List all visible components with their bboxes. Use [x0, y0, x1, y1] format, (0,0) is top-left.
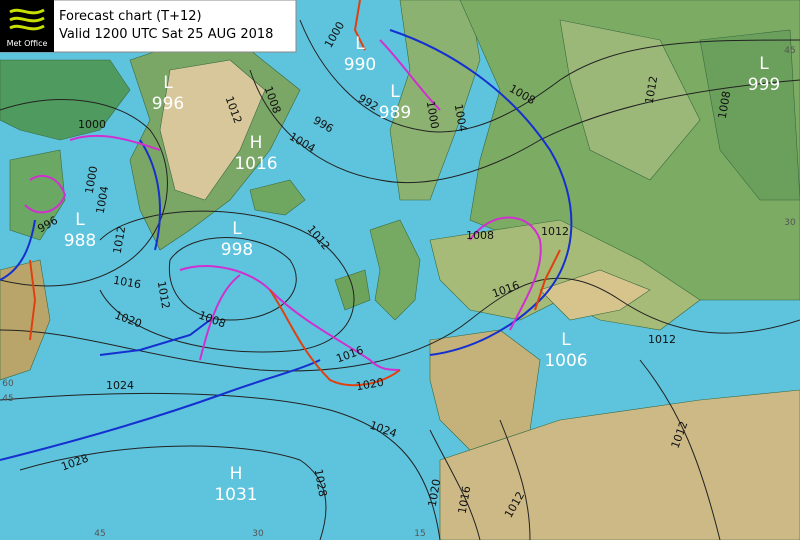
center-pressure: 998 — [221, 240, 253, 260]
isobar-label: 1016 — [456, 485, 474, 515]
isobar-label: 1000 — [424, 100, 442, 130]
center-pressure: 990 — [344, 55, 376, 75]
center-type: L — [561, 330, 571, 350]
isobar-label: 1012 — [541, 225, 569, 238]
isobar-label: 1012 — [155, 280, 173, 310]
center-pressure: 989 — [379, 103, 411, 123]
isobar-label: 1000 — [78, 118, 106, 131]
header: Met Office Forecast chart (T+12) Valid 1… — [0, 0, 297, 53]
grid-label: 45 — [94, 529, 105, 539]
center-pressure: 1016 — [234, 154, 277, 174]
isobar-label: 1004 — [94, 185, 112, 215]
isobar-label: 1012 — [648, 333, 676, 346]
logo-box — [0, 0, 54, 52]
center-type: L — [390, 82, 400, 102]
isobar-label: 1020 — [355, 376, 385, 394]
center-type: L — [163, 73, 173, 93]
center-pressure: 988 — [64, 231, 96, 251]
grid-labels: 60 45 45 30 15 45 30 — [2, 46, 796, 539]
isobars — [0, 19, 800, 540]
logo-icon — [9, 8, 45, 31]
grid-label: 45 — [2, 394, 13, 404]
center-pressure: 1006 — [544, 351, 587, 371]
grid-label: 30 — [784, 218, 796, 228]
center-type: L — [759, 54, 769, 74]
center-pressure: 999 — [748, 75, 780, 95]
isobar-label: 1012 — [111, 225, 129, 255]
isobar-label: 1004 — [452, 103, 470, 133]
grid-label: 15 — [414, 529, 425, 539]
fronts — [0, 0, 573, 461]
grid-label: 45 — [784, 46, 795, 56]
center-type: L — [355, 34, 365, 54]
grid-label: 30 — [252, 529, 264, 539]
isobar-label: 1024 — [106, 379, 134, 392]
title: Forecast chart (T+12) — [59, 9, 202, 24]
valid-time: Valid 1200 UTC Sat 25 AUG 2018 — [59, 27, 273, 42]
grid-label: 60 — [2, 379, 14, 389]
centers: L 996 H 1016 L 990 L 989 L 988 L 998 L 1… — [64, 34, 780, 505]
logo-text: Met Office — [7, 39, 48, 48]
center-pressure: 1031 — [214, 485, 257, 505]
isobar-label: 1008 — [466, 229, 494, 242]
isobar-label: 1008 — [716, 90, 734, 120]
isobar-label: 1028 — [312, 468, 330, 498]
center-pressure: 996 — [152, 94, 184, 114]
center-type: H — [230, 464, 243, 484]
isobar-label: 1016 — [112, 274, 142, 292]
center-type: L — [232, 219, 242, 239]
isobar-label: 1020 — [426, 478, 444, 508]
center-type: L — [75, 210, 85, 230]
isobar-label: 1012 — [643, 75, 661, 105]
center-type: H — [250, 133, 263, 153]
isobar-label: 1000 — [83, 165, 101, 195]
